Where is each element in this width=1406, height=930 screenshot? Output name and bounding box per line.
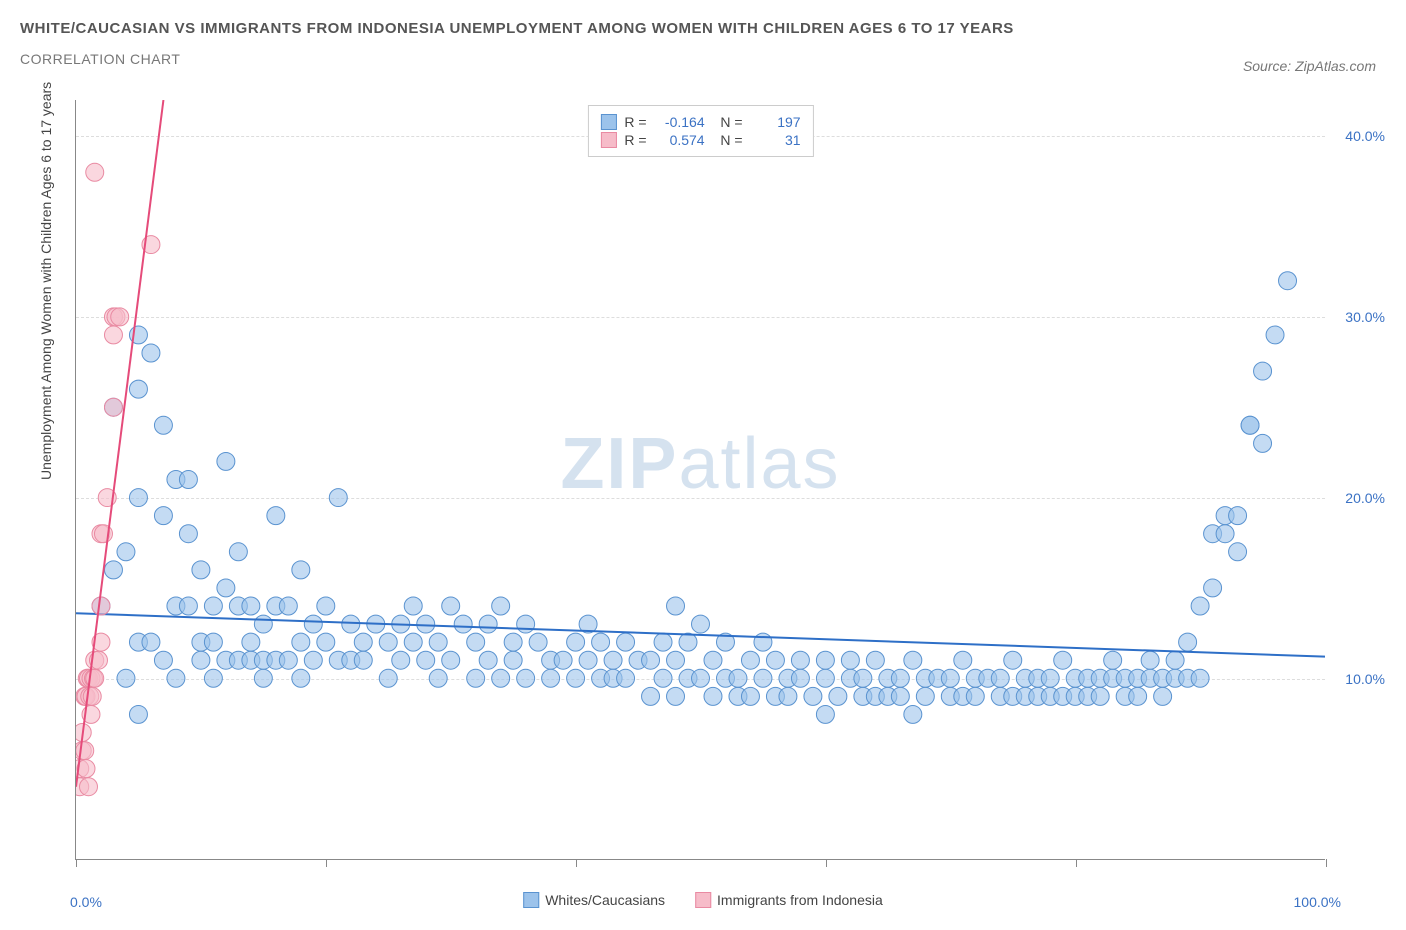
legend-stats: R = -0.164 N = 197 R = 0.574 N = 31 — [587, 105, 813, 157]
correlation-chart: WHITE/CAUCASIAN VS IMMIGRANTS FROM INDON… — [20, 20, 1386, 910]
y-tick-label: 30.0% — [1345, 309, 1385, 325]
legend-series: Whites/Caucasians Immigrants from Indone… — [523, 892, 883, 908]
chart-title: WHITE/CAUCASIAN VS IMMIGRANTS FROM INDON… — [20, 20, 1386, 37]
legend-swatch-pink — [695, 892, 711, 908]
legend-label: Whites/Caucasians — [545, 892, 665, 908]
legend-label: Immigrants from Indonesia — [717, 892, 883, 908]
y-axis-title: Unemployment Among Women with Children A… — [38, 82, 54, 480]
legend-item: Whites/Caucasians — [523, 892, 665, 908]
y-tick-label: 20.0% — [1345, 490, 1385, 506]
source-attribution: Source: ZipAtlas.com — [1243, 58, 1376, 74]
legend-stats-row: R = -0.164 N = 197 — [600, 114, 800, 130]
legend-stats-row: R = 0.574 N = 31 — [600, 132, 800, 148]
y-tick-label: 10.0% — [1345, 671, 1385, 687]
x-axis-max-label: 100.0% — [1294, 894, 1341, 910]
plot-area: ZIPatlas R = -0.164 N = 197 R = 0.574 N … — [75, 100, 1325, 860]
legend-swatch-blue — [523, 892, 539, 908]
y-tick-label: 40.0% — [1345, 128, 1385, 144]
legend-swatch-pink — [600, 132, 616, 148]
x-axis-min-label: 0.0% — [70, 894, 102, 910]
scatter-svg — [76, 100, 1325, 859]
legend-item: Immigrants from Indonesia — [695, 892, 883, 908]
legend-swatch-blue — [600, 114, 616, 130]
chart-subtitle: CORRELATION CHART — [20, 51, 1386, 67]
